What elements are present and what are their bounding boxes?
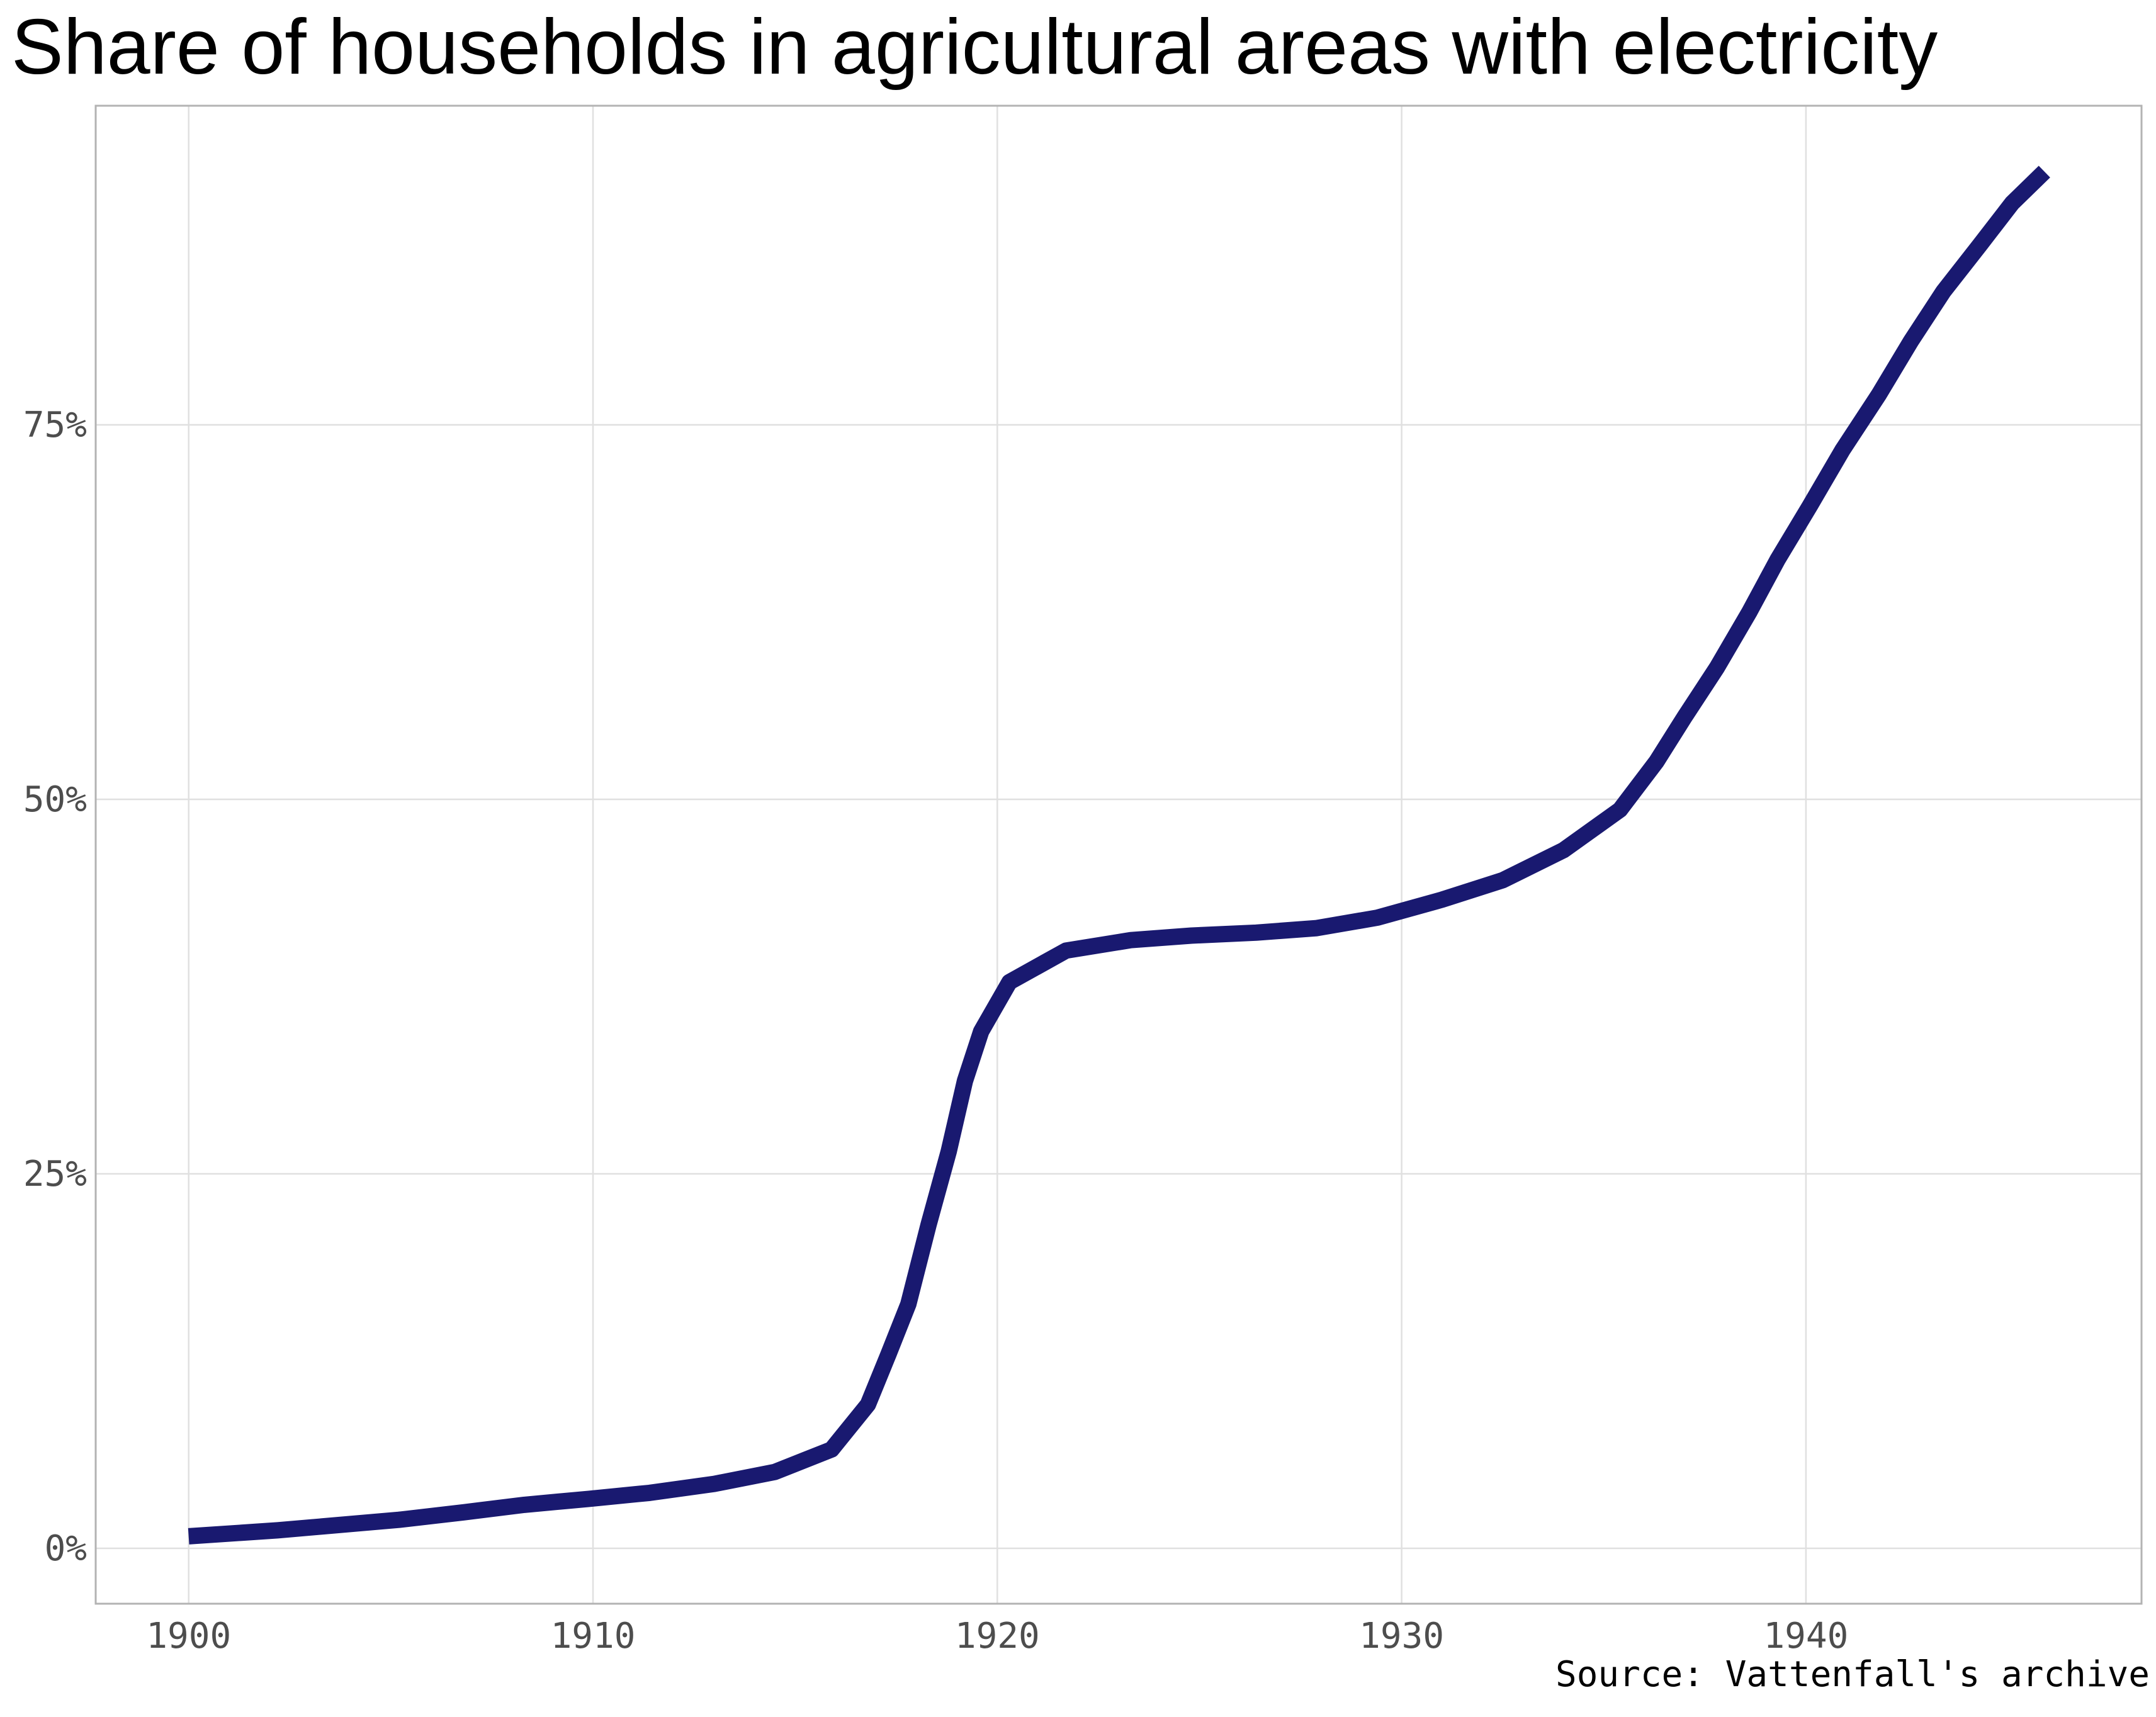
x-tick-label: 1900: [146, 1616, 231, 1657]
series-layer: [188, 166, 2050, 1545]
gridlines: [96, 106, 2142, 1604]
y-tick-label: 75%: [23, 405, 87, 446]
panel-border: [94, 104, 2143, 1605]
x-tick-label: 1940: [1763, 1616, 1848, 1657]
source-caption: Source: Vattenfall's archive: [1555, 1654, 2150, 1695]
y-tick-label: 25%: [23, 1154, 87, 1195]
y-tick-label: 0%: [45, 1528, 87, 1569]
x-tick-label: 1910: [551, 1616, 636, 1657]
y-axis-ticks: 0% 25% 50% 75%: [23, 405, 87, 1569]
x-tick-label: 1920: [955, 1616, 1040, 1657]
x-axis-ticks: 1900 1910 1920 1930 1940: [146, 1616, 1848, 1657]
x-tick-label: 1930: [1359, 1616, 1444, 1657]
series-line: [188, 166, 2050, 1545]
y-tick-label: 50%: [23, 779, 87, 820]
chart-title: Share of households in agricultural area…: [11, 4, 1938, 91]
